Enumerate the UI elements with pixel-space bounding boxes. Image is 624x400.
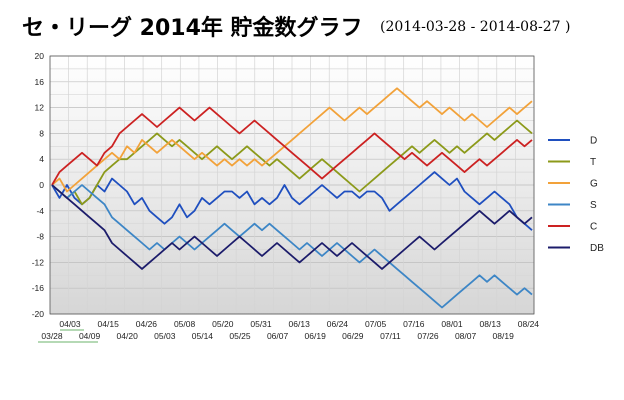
- x-tick-label-lower: 08/19: [493, 331, 515, 341]
- x-tick-label-upper: 05/31: [250, 319, 272, 329]
- y-tick-label: 16: [35, 77, 45, 87]
- x-tick-label-upper: 05/20: [212, 319, 234, 329]
- y-tick-label: 0: [39, 180, 44, 190]
- series-line-db: [51, 184, 533, 270]
- x-tick-label-upper: 06/24: [327, 319, 349, 329]
- x-tick-label-upper: 08/01: [441, 319, 463, 329]
- x-tick-label-upper: 05/08: [174, 319, 196, 329]
- x-tick-label-upper: 08/24: [518, 319, 540, 329]
- x-tick-label-lower: 06/29: [342, 331, 364, 341]
- y-tick-label: 8: [39, 128, 44, 138]
- y-tick-label: 20: [35, 51, 45, 61]
- x-tick-label-lower: 08/07: [455, 331, 477, 341]
- legend-label-db: DB: [590, 243, 604, 254]
- x-tick-label-lower: 06/07: [267, 331, 289, 341]
- x-tick-label-lower: 05/25: [229, 331, 251, 341]
- x-tick-label-upper: 04/15: [98, 319, 120, 329]
- chart-title: セ・リーグ 2014年 貯金数グラフ: [22, 16, 363, 41]
- series-line-c: [51, 106, 533, 186]
- x-tick-label-upper: 07/05: [365, 319, 387, 329]
- x-tick-label-lower: 05/03: [154, 331, 176, 341]
- x-tick-label-lower: 03/28: [41, 331, 63, 341]
- plot-border: [49, 55, 535, 315]
- x-tick-label-upper: 04/03: [59, 319, 81, 329]
- legend-label-t: T: [590, 157, 596, 168]
- series-line-d: [51, 171, 533, 231]
- legend-label-c: C: [590, 222, 597, 233]
- x-tick-label-lower: 07/26: [417, 331, 439, 341]
- y-tick-label: 12: [35, 103, 45, 113]
- y-tick-label: -4: [36, 206, 44, 216]
- y-tick-label: -20: [32, 309, 45, 319]
- series-line-g: [51, 87, 533, 193]
- x-tick-label-lower: 05/14: [192, 331, 214, 341]
- x-tick-label-lower: 04/20: [117, 331, 139, 341]
- chart-title-row: セ・リーグ 2014年 貯金数グラフ (2014-03-28 - 2014-08…: [22, 10, 622, 44]
- x-tick-label-upper: 06/13: [289, 319, 311, 329]
- x-tick-label-lower: 04/09: [79, 331, 101, 341]
- x-tick-label-upper: 07/16: [403, 319, 425, 329]
- y-tick-label: -8: [36, 232, 44, 242]
- chart-date-range: (2014-03-28 - 2014-08-27 ): [380, 19, 571, 35]
- y-tick-label: 4: [39, 154, 44, 164]
- x-tick-label-lower: 07/11: [380, 331, 401, 341]
- x-tick-label-upper: 08/13: [480, 319, 502, 329]
- y-tick-label: -12: [32, 257, 45, 267]
- series-line-s: [51, 184, 533, 309]
- x-tick-label-lower: 06/19: [305, 331, 327, 341]
- legend-label-d: D: [590, 136, 597, 147]
- x-tick-label-upper: 04/26: [136, 319, 158, 329]
- legend-label-g: G: [590, 179, 598, 190]
- y-tick-label: -16: [32, 283, 45, 293]
- series-line-t: [51, 119, 533, 206]
- legend-label-s: S: [590, 200, 597, 211]
